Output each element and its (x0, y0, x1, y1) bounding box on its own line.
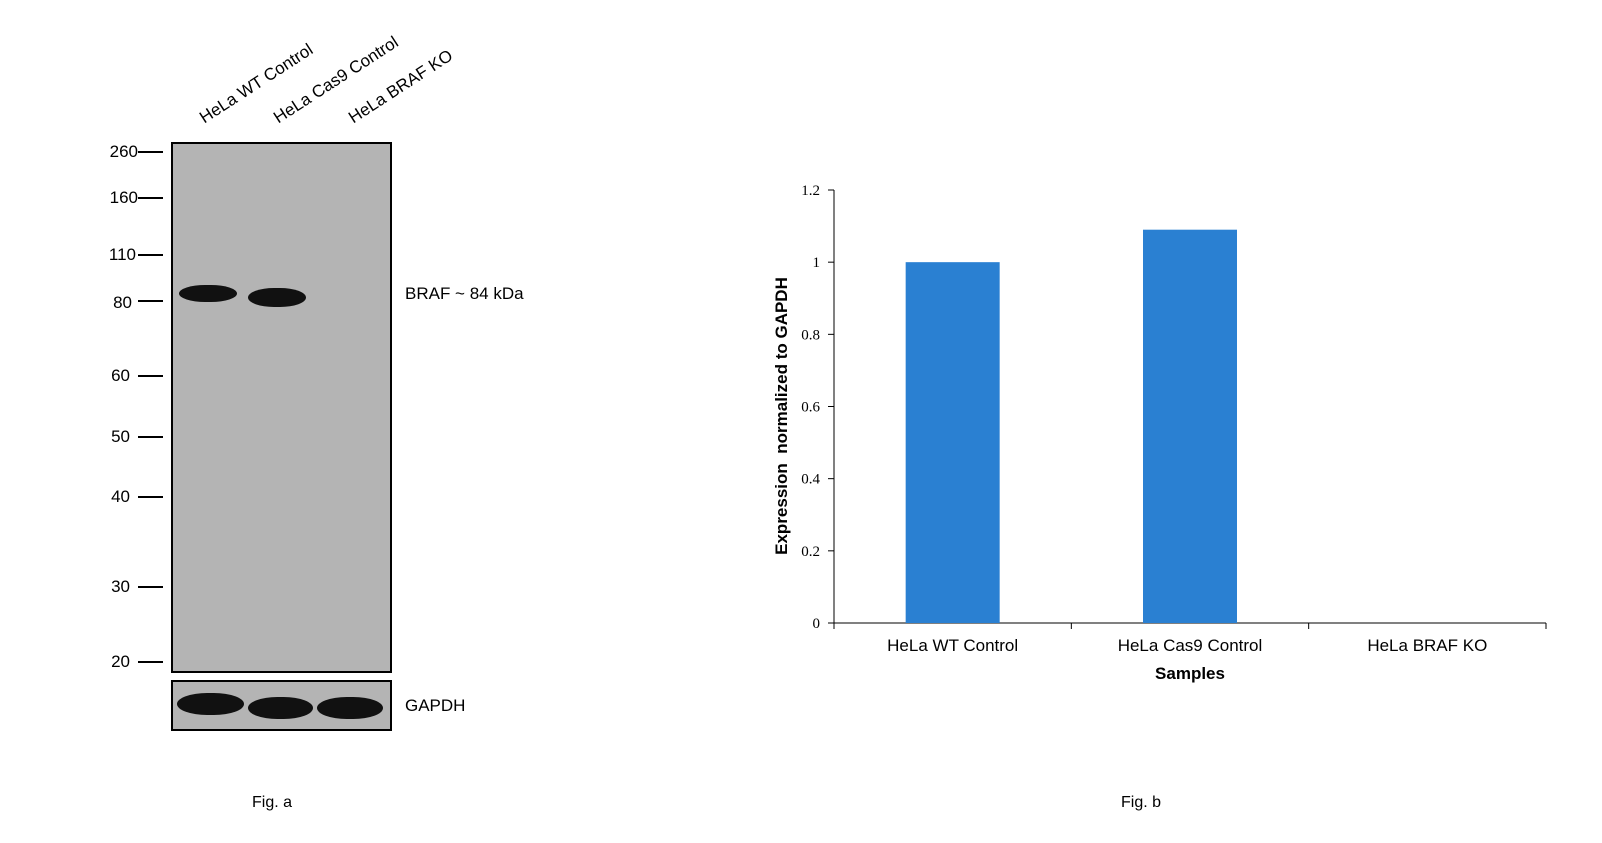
y-axis-title: Expression normalized to GAPDH (772, 277, 791, 555)
braf-target-label: BRAF ~ 84 kDa (405, 284, 524, 303)
mw-marker-60: 60 (111, 366, 130, 385)
y-tick-label: 0.6 (801, 400, 820, 416)
mw-marker-20: 20 (111, 652, 130, 671)
y-tick-label: 0 (813, 616, 821, 632)
x-axis-category-labels: HeLa WT Control HeLa Cas9 Control HeLa BRA… (887, 636, 1487, 655)
gapdh-band-ko (317, 697, 383, 719)
gapdh-band-cas9 (248, 697, 313, 719)
mw-tick-30 (138, 586, 163, 588)
x-axis-title: Samples (1155, 664, 1225, 683)
bar (1143, 229, 1237, 624)
braf-band-cas9 (248, 288, 306, 307)
mw-tick-50 (138, 436, 163, 438)
fig-a-caption: Fig. a (252, 794, 293, 811)
mw-marker-110: 110 (108, 245, 136, 264)
gapdh-band-wt (177, 693, 244, 715)
mw-tick-160 (138, 197, 163, 199)
mw-marker-30: 30 (111, 577, 130, 596)
braf-band-wt (179, 285, 237, 302)
braf-blot-panel (171, 142, 392, 673)
y-tick-label: 0.8 (801, 327, 820, 343)
mw-marker-160: 160 (109, 188, 138, 207)
fig-b-caption: Fig. b (1121, 794, 1162, 811)
y-tick-label: 0.4 (801, 472, 820, 488)
mw-tick-60 (138, 375, 163, 377)
mw-marker-50: 50 (111, 427, 130, 446)
y-tick-label: 1 (813, 255, 821, 271)
y-axis-ticks: 0 0.2 0.4 0.6 0.8 1 1.2 (801, 183, 834, 632)
gapdh-blot-panel (171, 680, 392, 731)
gapdh-label: GAPDH (405, 696, 466, 715)
mw-tick-110 (138, 254, 163, 256)
bar (905, 262, 1000, 623)
y-tick-label: 1.2 (801, 183, 820, 199)
x-category-label: HeLa WT Control (887, 636, 1018, 655)
y-tick-label: 0.2 (801, 544, 820, 560)
x-category-label: HeLa BRAF KO (1367, 636, 1487, 655)
mw-tick-260 (138, 151, 163, 153)
mw-marker-40: 40 (111, 487, 130, 506)
mw-tick-40 (138, 496, 163, 498)
x-category-label: HeLa Cas9 Control (1118, 636, 1263, 655)
mw-tick-20 (138, 661, 163, 663)
mw-marker-80: 80 (113, 293, 132, 312)
mw-tick-80 (138, 300, 163, 302)
western-blot-figure: HeLa WT Control HeLa Cas9 Control HeLa B… (0, 0, 760, 843)
chart-bars (905, 229, 1237, 624)
mw-marker-260: 260 (109, 142, 138, 161)
